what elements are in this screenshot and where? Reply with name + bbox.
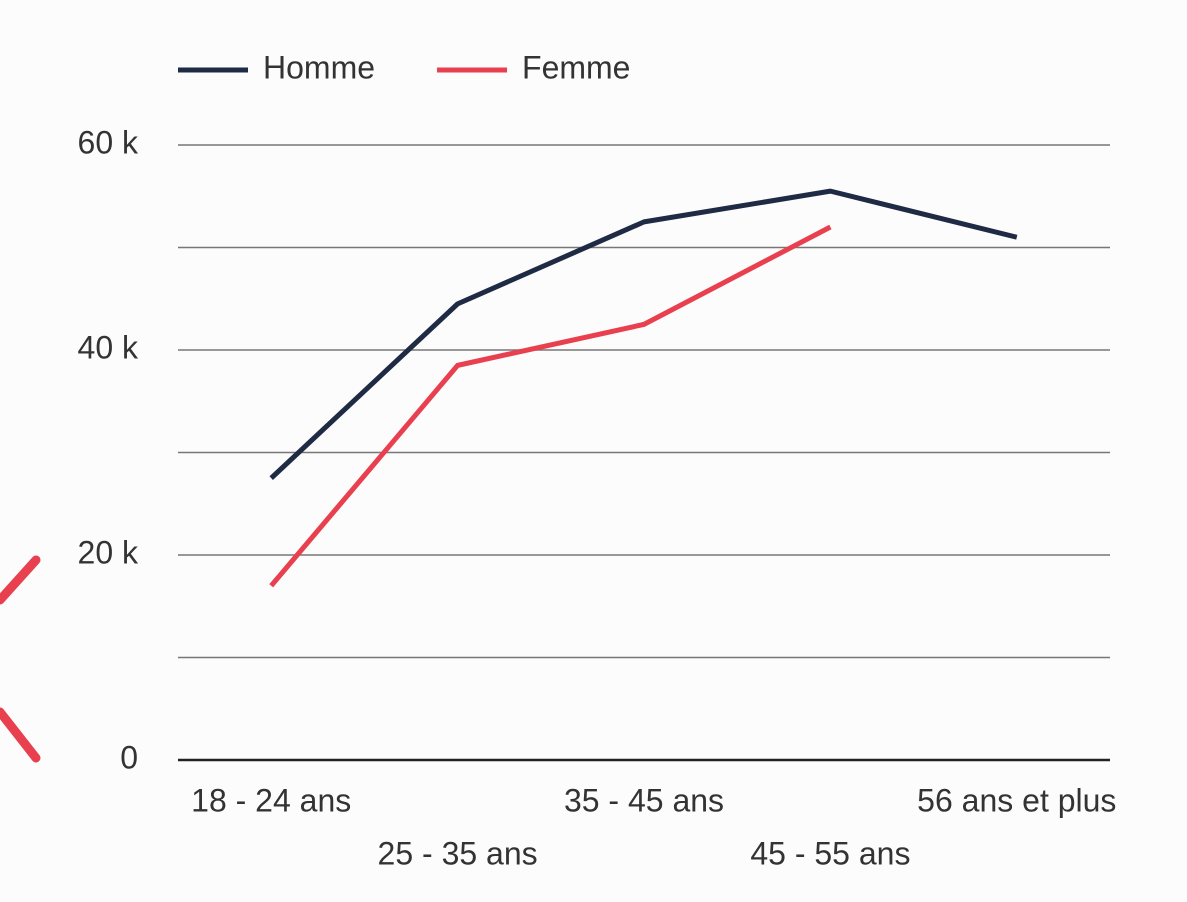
x-tick-label: 18 - 24 ans bbox=[191, 782, 351, 818]
line bbox=[269, 188, 1018, 480]
legend-label: Homme bbox=[263, 49, 375, 85]
decoration bbox=[0, 555, 41, 763]
y-tick-label: 20 k bbox=[78, 534, 139, 570]
x-tick-label: 25 - 35 ans bbox=[378, 835, 538, 871]
x-tick-label: 56 ans et plus bbox=[917, 782, 1116, 818]
y-tick-label: 60 k bbox=[78, 124, 139, 160]
y-tick-label: 40 k bbox=[78, 329, 139, 365]
x-tick-label: 35 - 45 ans bbox=[564, 782, 724, 818]
line bbox=[269, 224, 832, 588]
y-tick-label: 0 bbox=[120, 739, 138, 775]
legend-label: Femme bbox=[522, 49, 630, 85]
x-tick-label: 45 - 55 ans bbox=[750, 835, 910, 871]
